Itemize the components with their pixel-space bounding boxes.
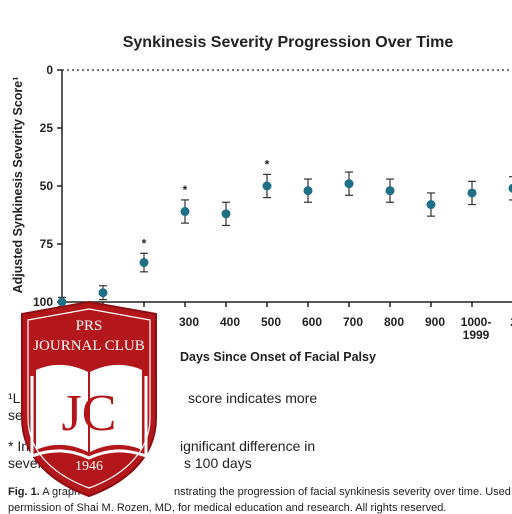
x-tick-label: 1000-1999 (461, 315, 492, 342)
data-point (263, 182, 272, 191)
x-tick-label: 900 (425, 315, 445, 329)
data-point (468, 188, 477, 197)
y-tick-label: 25 (40, 121, 54, 135)
data-point (99, 288, 108, 297)
data-point (386, 186, 395, 195)
x-tick-label: 700 (343, 315, 363, 329)
badge-name: JOURNAL CLUB (33, 338, 145, 354)
chart-marks: * * * (58, 157, 512, 306)
badge-top-text: PRS (76, 318, 103, 334)
x-tick-label: 300 (179, 315, 199, 329)
y-axis-label: Adjusted Synkinesis Severity Score¹ (11, 77, 25, 294)
figure-caption-line-2: permission of Shai M. Rozen, MD, for med… (8, 502, 446, 514)
x-tick-label: 800 (384, 315, 404, 329)
y-tick-label: 0 (46, 63, 53, 77)
data-point (140, 258, 149, 267)
footnote-2-line-2-end: s 100 days (184, 455, 252, 472)
badge-monogram: JC (62, 385, 117, 442)
data-point (345, 179, 354, 188)
data-point (222, 209, 231, 218)
x-axis-label: Days Since Onset of Facial Palsy (180, 350, 376, 364)
significance-marker: * (183, 183, 188, 197)
x-tick-label: 600 (302, 315, 322, 329)
x-tick-label: 400 (220, 315, 240, 329)
significance-marker: * (265, 157, 270, 171)
badge-year: 1946 (75, 459, 103, 474)
prs-journal-club-badge: PRS JOURNAL CLUB JC 1946 (14, 300, 164, 500)
chart-axes (62, 70, 512, 302)
caption-end: nstrating the progression of facial synk… (174, 486, 512, 498)
data-point (509, 184, 512, 193)
x-tick-label: 500 (261, 315, 281, 329)
data-point (304, 186, 313, 195)
y-tick-label: 75 (40, 237, 54, 251)
significance-marker: * (142, 236, 147, 250)
chart-title: Synkinesis Severity Progression Over Tim… (123, 34, 454, 51)
footnote-1-end: score indicates more (188, 390, 317, 407)
data-point (181, 207, 190, 216)
data-point (427, 200, 436, 209)
footnote-2-end: ignificant difference in (180, 438, 315, 455)
caption-line-2: permission of Shai M. Rozen, MD, for med… (8, 502, 446, 514)
y-tick-label: 50 (40, 179, 54, 193)
